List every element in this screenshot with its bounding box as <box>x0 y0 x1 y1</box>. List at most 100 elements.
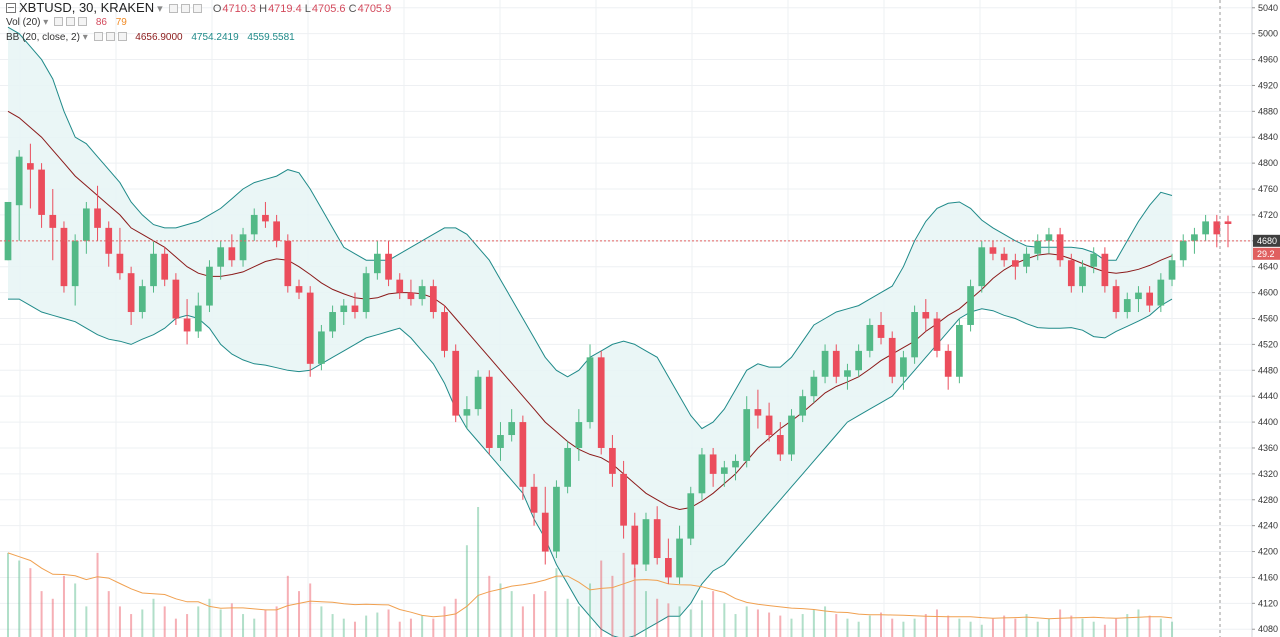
volume-bar <box>18 560 21 637</box>
close-icon[interactable] <box>117 32 127 41</box>
volume-bar <box>309 583 312 637</box>
dropdown-icon[interactable]: ▾ <box>157 3 163 15</box>
price-tick-label: 5000 <box>1258 29 1278 39</box>
hide-icon[interactable] <box>93 32 103 41</box>
volume-bar <box>790 618 793 637</box>
candle-body <box>150 253 157 287</box>
low-label: L <box>304 3 311 15</box>
volume-bar <box>947 615 950 637</box>
settings-icon[interactable] <box>66 17 76 26</box>
volume-bars <box>7 507 1174 637</box>
candle-body <box>1011 260 1019 267</box>
candle-body <box>597 357 605 448</box>
settings-icon[interactable] <box>105 32 115 41</box>
price-tick-label: 4520 <box>1258 339 1278 349</box>
volume-bar <box>275 606 278 637</box>
volume-bar <box>589 583 592 637</box>
price-tick-label: 4720 <box>1258 210 1278 220</box>
hide-icon[interactable] <box>168 4 178 13</box>
volume-bar <box>398 621 401 637</box>
price-tick-label: 4160 <box>1258 572 1278 582</box>
candle-body <box>911 312 918 358</box>
volume-bar <box>1059 609 1062 637</box>
volume-bar <box>253 618 256 637</box>
candle-body <box>1000 253 1008 261</box>
price-axis: 5040 5000 4960 4920 4880 4840 4800 4760 4720 4680… <box>1251 0 1280 637</box>
candle-body <box>71 240 79 287</box>
candle-body <box>642 519 650 565</box>
price-tick-label: 4800 <box>1258 158 1278 168</box>
volume-bar <box>913 618 916 637</box>
volume-bar <box>745 606 748 637</box>
volume-bar <box>7 552 9 637</box>
volume-bar <box>734 614 737 637</box>
open-value: 4710.3 <box>222 3 257 15</box>
volume-bar <box>835 614 838 637</box>
candle-body <box>463 409 471 416</box>
candle-body <box>832 350 840 377</box>
bb-basis-value: 4656.9000 <box>135 32 183 43</box>
volume-bar <box>980 624 983 637</box>
candle-body <box>575 422 583 448</box>
price-tick-label: 4760 <box>1258 184 1278 194</box>
candle-body <box>1179 240 1187 261</box>
volume-bar <box>432 618 435 637</box>
high-value: 4719.4 <box>268 3 302 15</box>
candle-body <box>799 396 807 416</box>
volume-bar <box>510 591 513 637</box>
volume-bar <box>208 598 211 637</box>
hide-icon[interactable] <box>54 17 64 26</box>
candle-body <box>206 266 213 306</box>
volume-bar <box>298 591 301 637</box>
low-value: 4705.6 <box>311 3 346 15</box>
candlesticks <box>4 143 1232 584</box>
candle-body <box>351 305 359 313</box>
volume-bar <box>533 594 536 637</box>
candle-body <box>1034 240 1042 254</box>
collapse-legend-icon[interactable] <box>6 3 16 13</box>
symbol-legend: XBTUSD, 30, KRAKEN ▾ O4710.3 H4719.4 L47… <box>0 0 391 17</box>
close-icon[interactable] <box>192 4 202 13</box>
volume-bar <box>644 591 647 637</box>
volume-bar <box>1103 624 1106 637</box>
candle-body <box>1067 260 1075 287</box>
candle-body <box>1090 253 1098 267</box>
volume-bar <box>443 606 446 637</box>
volume-bar <box>622 552 625 637</box>
volume-bar <box>219 609 222 637</box>
volume-bar <box>521 606 524 637</box>
candle-body <box>485 376 493 448</box>
volume-bar <box>1171 621 1174 637</box>
candle-body <box>922 312 930 319</box>
candle-body <box>194 305 202 332</box>
candle-body <box>1079 266 1086 287</box>
price-tick-label: 4400 <box>1258 417 1278 427</box>
volume-bar <box>768 612 771 637</box>
volume-bar <box>342 618 345 637</box>
dropdown-icon[interactable]: ▾ <box>82 32 88 43</box>
volume-bar <box>1092 621 1095 637</box>
candle-body <box>1224 221 1232 224</box>
volume-bar <box>242 614 245 637</box>
candle-body <box>844 370 851 377</box>
volume-bar <box>1025 614 1028 637</box>
volume-bar <box>29 568 32 637</box>
volume-bar <box>186 614 189 637</box>
candle-body <box>989 247 997 254</box>
price-tick-label: 4120 <box>1258 598 1278 608</box>
volume-bar <box>555 568 558 637</box>
candle-body <box>676 538 683 578</box>
candle-body <box>900 357 907 377</box>
candle-body <box>821 350 829 377</box>
volume-bar <box>801 614 804 637</box>
price-tick-label: 4360 <box>1258 443 1278 453</box>
close-icon[interactable] <box>78 17 88 26</box>
volume-bar <box>991 618 994 637</box>
candle-body <box>609 447 616 474</box>
price-tick-label: 4600 <box>1258 288 1278 298</box>
dropdown-icon[interactable]: ▾ <box>43 17 49 28</box>
volume-bar <box>689 609 692 637</box>
bb-lower-value: 4559.5581 <box>247 32 295 43</box>
settings-icon[interactable] <box>180 4 190 13</box>
